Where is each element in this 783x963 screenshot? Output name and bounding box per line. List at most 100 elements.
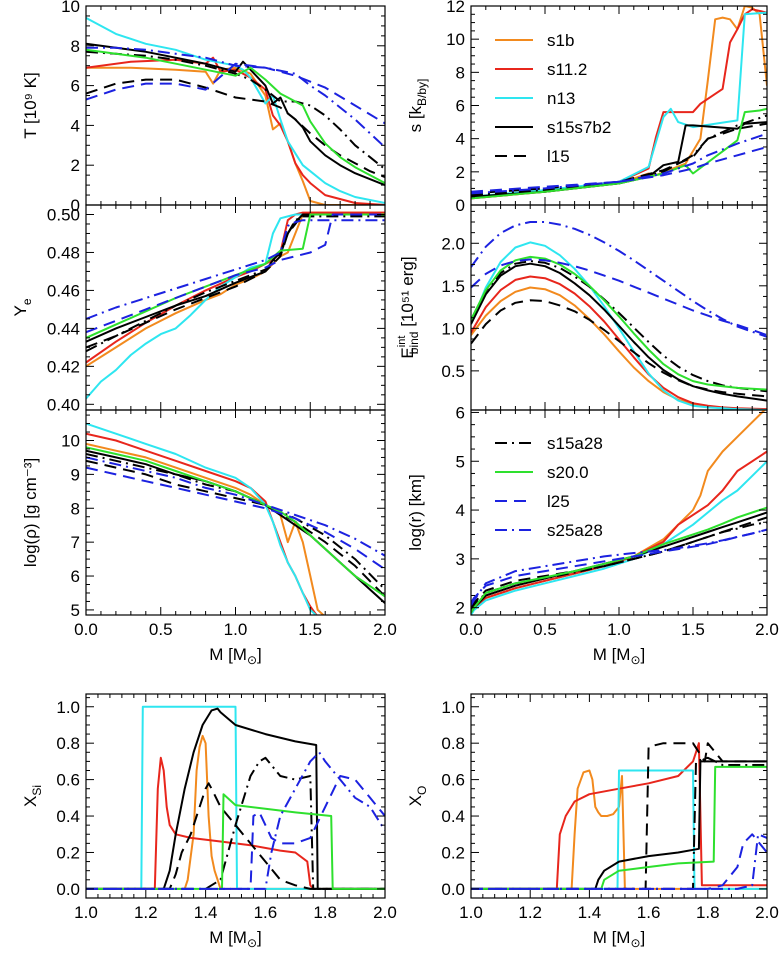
y-tick-label: 6 [71, 77, 80, 96]
y-tick-label: 0.2 [56, 843, 80, 862]
y-tick-label: 0.40 [47, 395, 80, 414]
x-tick-label: 1.8 [313, 903, 337, 922]
series-group [86, 211, 385, 400]
y-tick-label: 4 [71, 116, 80, 135]
series-line-l15 [86, 78, 385, 179]
series-line-s15a28 [86, 50, 385, 170]
series-group [471, 410, 767, 615]
x-tick-label: 2.0 [755, 620, 779, 639]
x-tick-label: 0.0 [74, 620, 98, 639]
x-tick-label: 1.0 [459, 903, 483, 922]
series-line-s11.2 [86, 756, 385, 890]
series-line-l25 [471, 833, 767, 890]
series-line-s1b [471, 6, 767, 200]
series-line-s11.2 [471, 275, 767, 410]
x-tick-label: 1.6 [254, 903, 278, 922]
series-line-s25a28 [86, 751, 385, 890]
x-tick-label: 2.0 [373, 903, 397, 922]
x-axis-label: M [M⊙] [593, 928, 646, 950]
series-line-l25 [471, 258, 767, 337]
legend-label-l15: l15 [547, 147, 570, 166]
series-line-s15s7b2 [86, 449, 385, 604]
legend-label-s1b: s1b [547, 31, 574, 50]
legend-label-s25a28: s25a28 [547, 521, 603, 540]
y-tick-label: 0.8 [441, 734, 465, 753]
series-line-s11.2 [471, 450, 767, 614]
y-tick-label: 0.6 [441, 771, 465, 790]
series-group [471, 6, 767, 200]
legend-label-s15a28: s15a28 [547, 434, 603, 453]
series-line-s15s7b2 [471, 760, 767, 890]
series-line-s25a28 [471, 132, 767, 195]
y-tick-label: 0.6 [56, 771, 80, 790]
y-axis-label: s [kB/by] [406, 79, 429, 133]
x-tick-label: 1.6 [637, 903, 661, 922]
series-group [86, 17, 385, 205]
legend-label-s20.0: s20.0 [547, 463, 589, 482]
y-tick-label: 0.48 [47, 243, 80, 262]
x-axis-label: M [M⊙] [209, 645, 262, 667]
panel-xsi: 1.0 1.2 1.4 1.6 1.8 2.0 0.0 0.2 0.4 0.6 0.8 1.0 M [M… [21, 693, 397, 950]
y-axis-label: Ye [11, 298, 34, 316]
y-tick-label: 0.44 [47, 319, 80, 338]
series-line-l15 [471, 122, 767, 195]
y-tick-label: 0.5 [441, 362, 465, 381]
legend-label-s15s7b2: s15s7b2 [547, 118, 611, 137]
panel-t: 0 2 4 6 8 10 T [10⁹ K] [21, 0, 386, 215]
series-line-l25 [86, 213, 385, 334]
plot-frame [85, 693, 386, 899]
series-group [471, 221, 767, 410]
series-line-s1b [471, 769, 767, 890]
y-tick-label: 10 [61, 0, 80, 16]
y-tick-label: 0.0 [56, 880, 80, 899]
panel-s: 0 2 4 6 8 10 12 s [kB/by] [406, 0, 768, 215]
series-line-s15a28 [86, 215, 385, 353]
legend-label-l25: l25 [547, 492, 570, 511]
series-line-s20.0 [86, 446, 385, 598]
y-axis-label: log(ρ) [g cm⁻³] [21, 458, 40, 567]
legend-label-s11.2: s11.2 [547, 60, 587, 79]
series-line-s25a28 [86, 46, 385, 149]
x-axis-label: M [M⊙] [209, 928, 262, 950]
y-tick-label: 1.0 [441, 319, 465, 338]
y-axis-label: XSi [21, 785, 44, 807]
series-line-s1b [86, 211, 385, 368]
y-tick-label: 0.2 [441, 843, 465, 862]
series-line-s20.0 [86, 48, 385, 184]
y-tick-label: 6 [456, 97, 465, 116]
x-tick-label: 1.2 [518, 903, 542, 922]
series-line-l15 [86, 782, 385, 890]
y-tick-label: 0 [71, 196, 80, 215]
series-line-s25a28 [86, 219, 385, 320]
y-tick-label: 2 [456, 163, 465, 182]
y-axis-label: XO [406, 786, 429, 807]
x-tick-label: 0.0 [459, 620, 483, 639]
series-line-s15a28 [471, 260, 767, 393]
y-tick-label: 4 [456, 501, 465, 520]
series-line-n13 [471, 460, 767, 615]
series-line-l15 [86, 459, 385, 598]
series-line-n13 [86, 705, 385, 890]
series-line-s11.2 [86, 56, 385, 205]
panel-ye: 0.40 0.42 0.44 0.46 0.48 0.50 Ye [11, 204, 386, 414]
y-tick-label: 5 [71, 601, 80, 620]
x-tick-label: 1.5 [298, 620, 322, 639]
series-line-l15 [471, 299, 767, 398]
y-tick-label: 4 [456, 130, 465, 149]
series-line-n13 [86, 213, 385, 400]
y-tick-label: 2.0 [441, 234, 465, 253]
y-tick-label: 9 [71, 465, 80, 484]
x-tick-label: 2.0 [755, 903, 779, 922]
plot-frame [85, 5, 386, 206]
series-line-s25a28 [86, 456, 385, 557]
x-tick-label: 0.5 [533, 620, 557, 639]
y-tick-label: 8 [456, 63, 465, 82]
x-tick-label: 1.0 [607, 620, 631, 639]
series-line-s25a28 [471, 528, 767, 606]
y-tick-label: 8 [71, 37, 80, 56]
y-tick-label: 0.4 [56, 807, 80, 826]
y-tick-label: 2 [71, 156, 80, 175]
plot-frame [470, 693, 768, 899]
x-tick-label: 2.0 [373, 620, 397, 639]
y-tick-label: 0.0 [441, 880, 465, 899]
